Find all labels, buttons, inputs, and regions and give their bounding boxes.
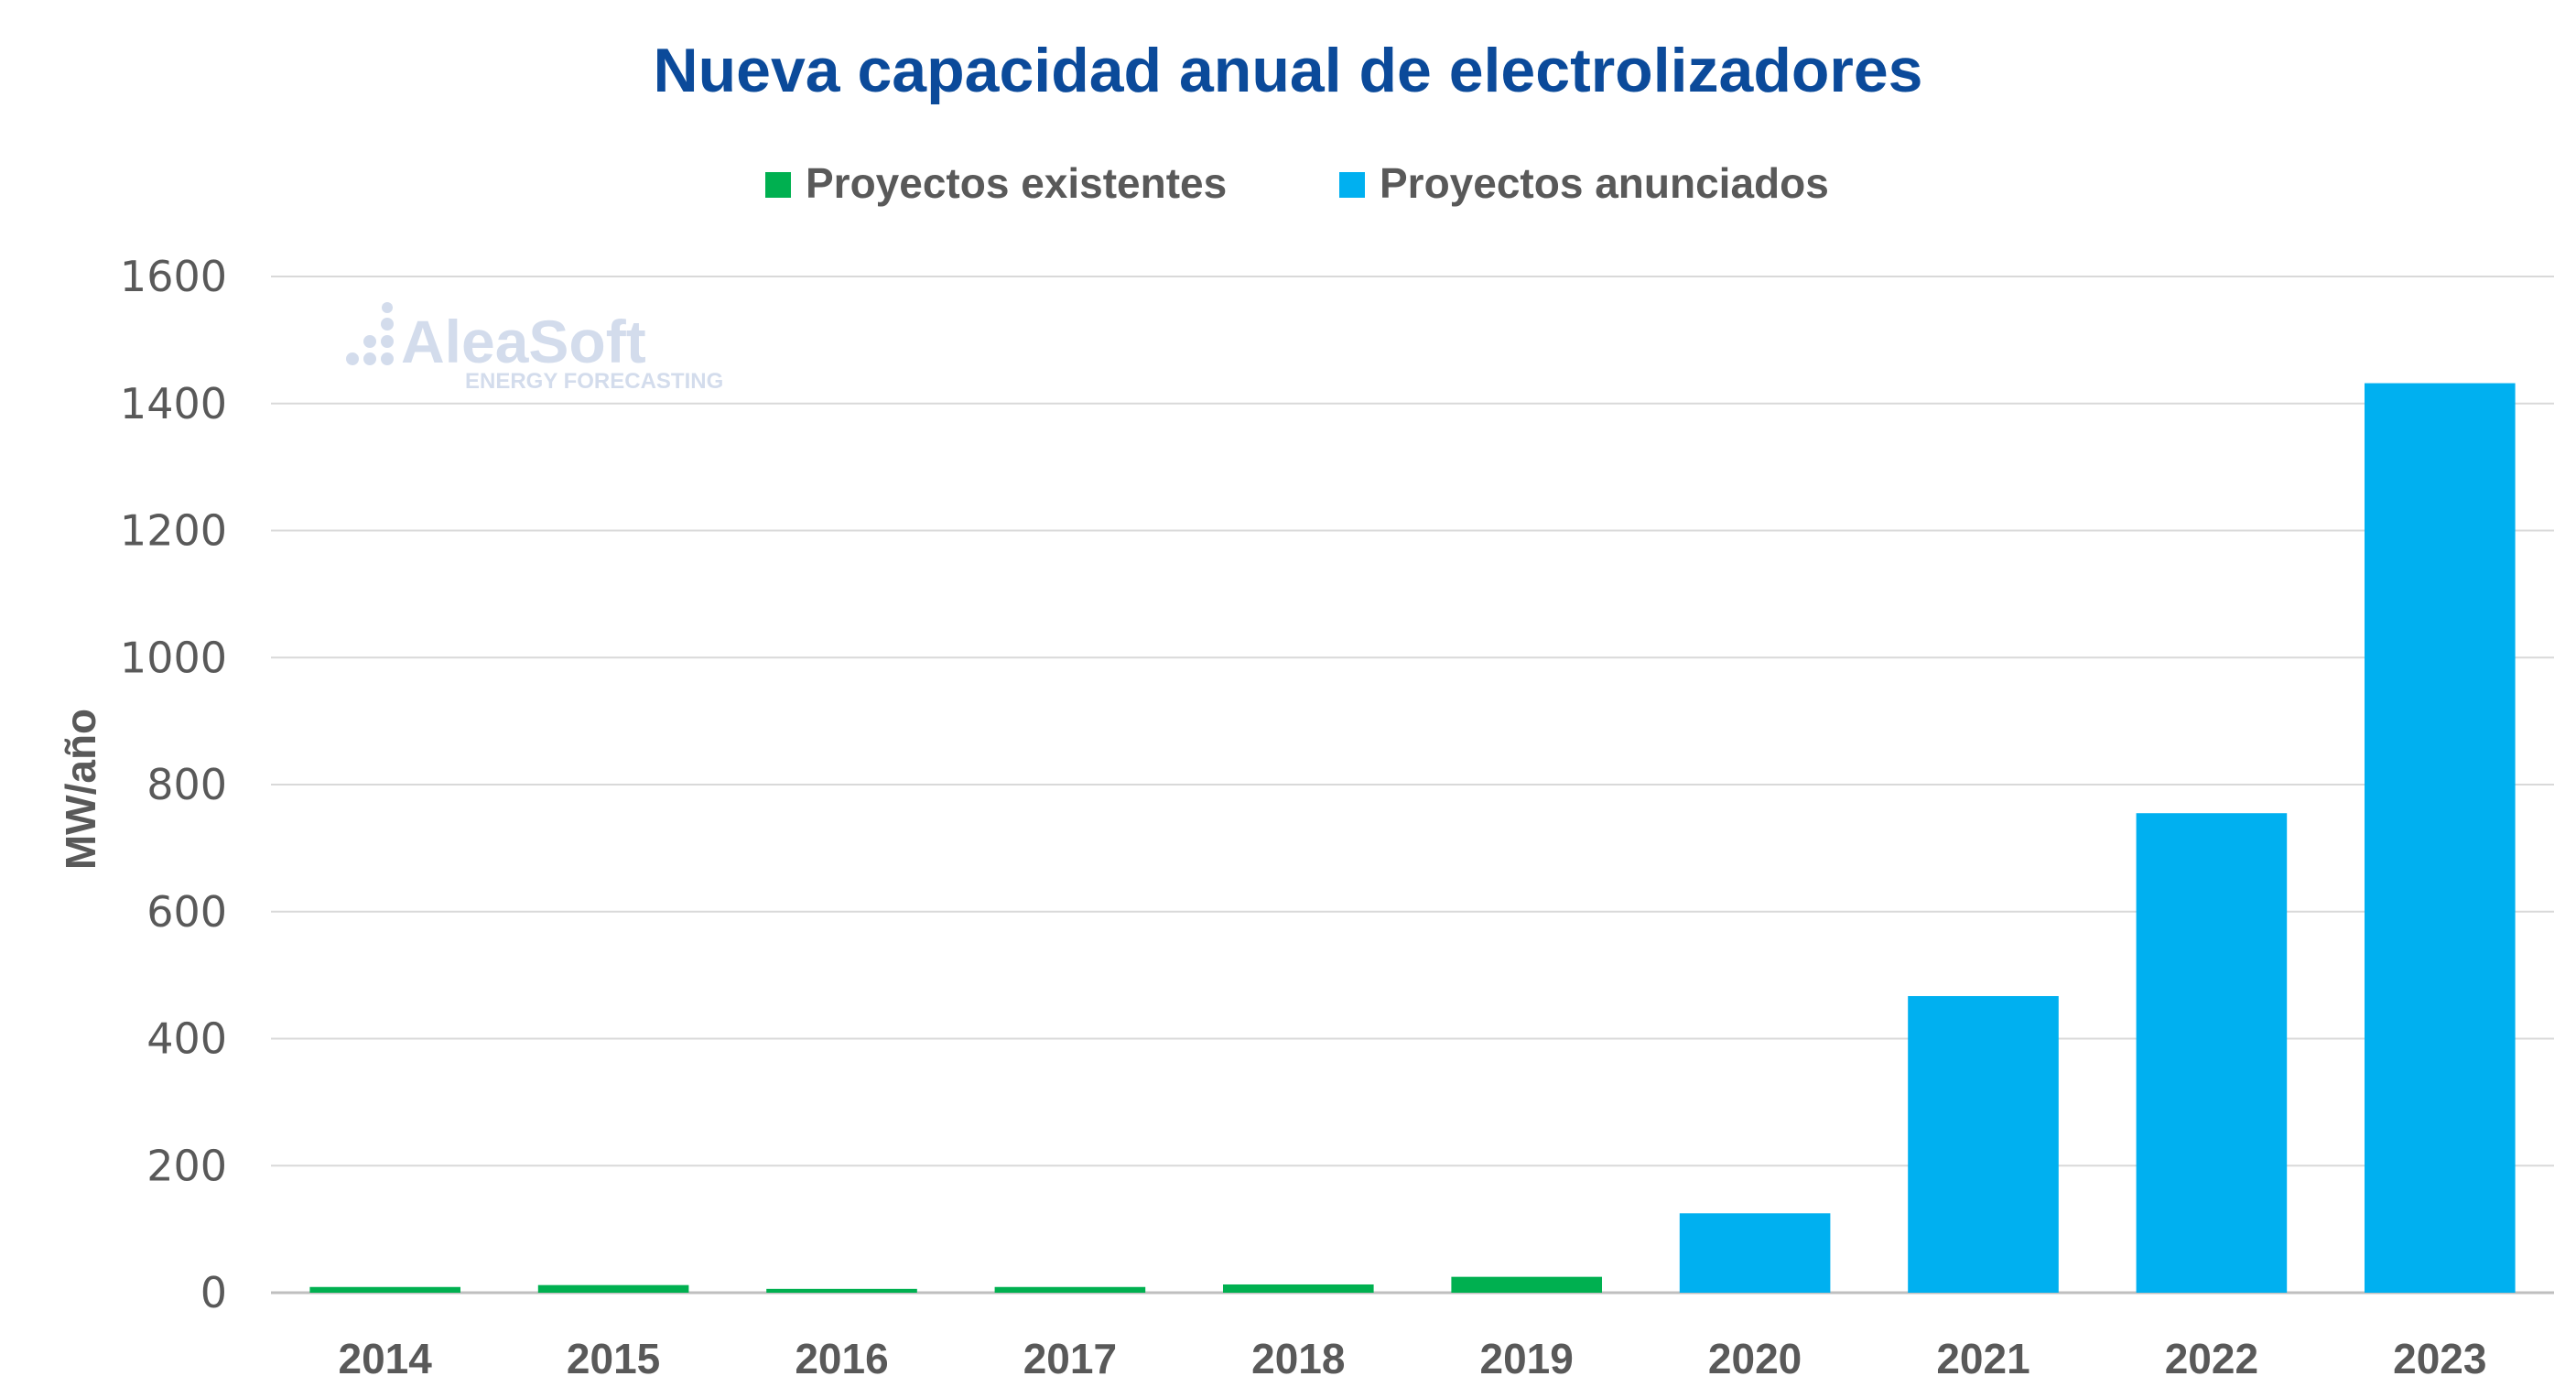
y-tick-label: 800 — [146, 760, 227, 809]
bar-existentes-2018 — [1222, 1284, 1374, 1293]
y-tick-label: 1200 — [120, 506, 227, 556]
x-tick-label-2014: 2014 — [339, 1335, 433, 1382]
x-tick-label-2017: 2017 — [1023, 1335, 1117, 1382]
watermark-brand: AleaSoft — [401, 308, 646, 375]
bar-existentes-2014 — [309, 1286, 461, 1293]
bar-existentes-2017 — [994, 1286, 1146, 1293]
x-tick-label-2020: 2020 — [1708, 1335, 1802, 1382]
legend-label-existentes: Proyectos existentes — [806, 159, 1227, 207]
y-axis-ticks: 0 200 400 600 800 1000 1200 1400 1600 — [120, 252, 227, 1317]
x-tick-label-2018: 2018 — [1251, 1335, 1345, 1382]
bars — [309, 383, 2516, 1293]
legend: Proyectos existentes Proyectos anunciado… — [765, 159, 1829, 207]
x-tick-label-2019: 2019 — [1480, 1335, 1574, 1382]
bar-existentes-2016 — [766, 1288, 917, 1293]
y-tick-label: 1000 — [120, 633, 227, 682]
bar-existentes-2015 — [537, 1284, 689, 1293]
bar-anunciados-2020 — [1679, 1213, 1831, 1293]
x-tick-label-2015: 2015 — [567, 1335, 660, 1382]
legend-swatch-existentes — [765, 172, 791, 198]
y-tick-label: 1400 — [120, 379, 227, 428]
bar-anunciados-2021 — [1908, 996, 2059, 1293]
x-tick-label-2016: 2016 — [795, 1335, 888, 1382]
y-tick-label: 600 — [146, 887, 227, 937]
legend-label-anunciados: Proyectos anunciados — [1380, 159, 1829, 207]
y-axis-label: MW/año — [57, 709, 104, 870]
bar-anunciados-2022 — [2136, 813, 2288, 1293]
bar-anunciados-2023 — [2364, 383, 2516, 1293]
chart-title: Nueva capacidad anual de electrolizadore… — [654, 36, 1923, 105]
x-tick-label-2023: 2023 — [2393, 1335, 2486, 1382]
y-tick-label: 1600 — [120, 252, 227, 301]
watermark-logo: AleaSoft ENERGY FORECASTING — [346, 302, 723, 394]
watermark-dot — [363, 335, 376, 348]
watermark-dot — [382, 302, 393, 313]
y-tick-label: 0 — [200, 1268, 227, 1317]
watermark-dot — [381, 335, 394, 348]
watermark-dot — [346, 352, 359, 365]
watermark-dot — [363, 352, 376, 365]
x-tick-label-2022: 2022 — [2165, 1335, 2258, 1382]
y-tick-label: 200 — [146, 1141, 227, 1190]
legend-swatch-anunciados — [1339, 172, 1365, 198]
bar-existentes-2019 — [1451, 1276, 1603, 1293]
y-tick-label: 400 — [146, 1014, 227, 1064]
x-axis-ticks: 2014 2015 2016 2017 2018 2019 2020 2021 2022 2023 — [339, 1335, 2487, 1382]
watermark-dot — [381, 352, 394, 365]
watermark-dot — [381, 318, 394, 330]
x-tick-label-2021: 2021 — [1936, 1335, 2029, 1382]
watermark-tagline: ENERGY FORECASTING — [465, 369, 723, 394]
